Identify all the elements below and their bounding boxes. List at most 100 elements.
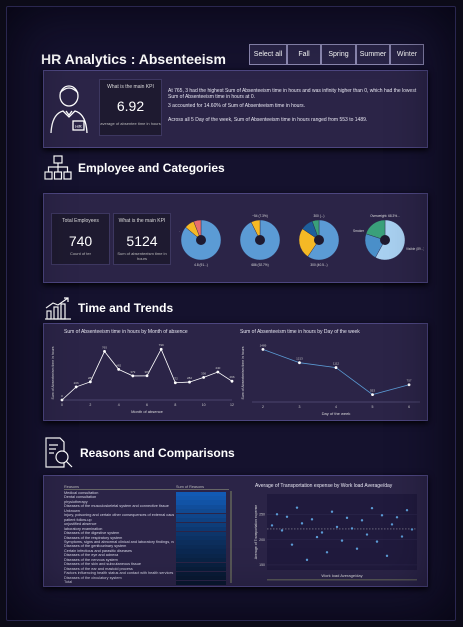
reason-value-bar xyxy=(176,513,226,518)
reason-label: Medical consultation xyxy=(64,491,99,495)
table-row: Total xyxy=(64,580,226,585)
slicer-winter[interactable]: Winter xyxy=(390,44,424,65)
data-point xyxy=(74,385,78,389)
reason-label: Diseases of the digestive system xyxy=(64,531,120,536)
data-label: 0 xyxy=(61,394,63,398)
scatter-point xyxy=(330,510,334,513)
reason-value-bar xyxy=(176,527,226,532)
pie-label: 300 (...) xyxy=(314,214,325,218)
growth-chart-icon xyxy=(45,297,71,320)
slicer-select-all[interactable]: Select all xyxy=(249,44,287,65)
reason-value-bar xyxy=(176,544,226,550)
pie-label: 4.8 (91...) xyxy=(194,263,208,267)
sum-column-header: Sum of Reasons xyxy=(176,485,205,489)
data-point xyxy=(230,379,234,383)
scatter-point xyxy=(340,539,344,542)
data-label: 440 xyxy=(215,366,220,370)
reason-value-bar xyxy=(176,509,226,514)
main-kpi-card: What is the main KPI 6.92 average of abs… xyxy=(99,79,162,136)
employee-panel: Total Employees 740 Count of ter What is… xyxy=(43,193,428,283)
month-line-chart: 0 2 4 6 8 10 12 Month of absence Sum of Absentee… xyxy=(51,343,235,414)
table-row: Certain infectious and parasitic disease… xyxy=(64,549,226,554)
absenteeism-kpi-card: What is the main KPI 5124 Sum of absente… xyxy=(113,213,171,265)
reason-value-bar xyxy=(176,518,226,523)
table-row: Diseases of the respiratory system xyxy=(64,536,226,541)
scatter-point xyxy=(380,514,384,517)
trends-panel: Sum of Absenteeism time in hours by Mont… xyxy=(43,323,428,421)
data-point xyxy=(334,366,338,369)
x-axis-title: Day of the week xyxy=(322,411,351,416)
data-label: 799 xyxy=(159,343,164,347)
data-point xyxy=(117,367,121,371)
reason-value-bar xyxy=(176,567,226,572)
reason-label: Diseases of the skin and subcutaneous ti… xyxy=(64,562,142,567)
data-label: 286 xyxy=(88,376,93,380)
slicer-summer[interactable]: Summer xyxy=(356,44,390,65)
data-label: 272 xyxy=(173,377,178,381)
data-label: 282 xyxy=(187,376,192,380)
svg-text:HR: HR xyxy=(75,124,82,129)
absenteeism-kpi-value: 5124 xyxy=(126,233,158,249)
table-row: Injury, poisoning and certain other cons… xyxy=(64,513,226,518)
scatter-point xyxy=(280,529,284,532)
table-row: laboratory examination xyxy=(64,527,226,532)
scatter-point xyxy=(350,527,354,530)
pie-hole xyxy=(314,235,324,245)
weekday-line-chart: 2 3 4 5 6 Day of the week Sum of Absenteeism t… xyxy=(241,343,420,416)
reason-label: Factors influencing health status and co… xyxy=(64,571,174,576)
reason-label: Diseases of the nervous system xyxy=(64,557,118,562)
pie-label: Overweight: 68.3%... xyxy=(370,214,400,218)
reason-label: Diseases of the circulatory system xyxy=(64,575,122,580)
data-point xyxy=(202,375,206,379)
data-point xyxy=(261,347,265,351)
pie-label: 55 (4... xyxy=(179,229,180,233)
scatter-point xyxy=(370,506,374,510)
scatter-point xyxy=(335,525,339,529)
x-tick-label: 3 xyxy=(299,405,301,409)
table-row: Diseases of the eye and adnexa xyxy=(64,553,226,558)
reasons-column-header: Reasons xyxy=(64,485,79,489)
reason-label: physiotherapy xyxy=(64,499,88,504)
table-row: Diseases of the skin and subcutaneous ti… xyxy=(64,562,226,567)
scatter-point xyxy=(310,518,314,521)
scatter-point xyxy=(355,547,359,550)
data-label: 765 xyxy=(102,345,107,349)
x-tick-label: 2 xyxy=(262,405,264,409)
x-tick-label: 4 xyxy=(335,405,337,409)
x-tick-label: 6 xyxy=(146,403,148,407)
data-point xyxy=(60,398,64,402)
x-axis-title: Work load Average/day xyxy=(321,573,362,578)
reason-value-bar xyxy=(176,580,226,585)
reason-value-bar xyxy=(176,491,226,496)
y-axis-title: Average of Transportation expense xyxy=(254,505,258,559)
reason-label: laboratory examination xyxy=(64,526,103,531)
dashboard-page: HR Analytics : Absenteeism Select all Fa… xyxy=(6,6,456,621)
reason-label: Unknown xyxy=(64,508,80,513)
scatter-point xyxy=(275,513,279,516)
data-point xyxy=(173,381,177,385)
reason-value-bar xyxy=(176,504,226,510)
pie-label: 686 (92.7%) xyxy=(251,263,268,267)
data-point xyxy=(131,374,135,378)
slicer-spring[interactable]: Spring xyxy=(321,44,356,65)
slicer-fall[interactable]: Fall xyxy=(287,44,321,65)
scatter-point xyxy=(285,515,289,518)
data-point xyxy=(371,393,374,397)
x-tick-label: 12 xyxy=(230,403,234,407)
total-employees-label: Total Employees xyxy=(62,218,99,224)
pie-label: Visible (89...) xyxy=(406,247,424,251)
reason-value-bar xyxy=(176,553,226,558)
table-row: Diseases of the ear and mastoid process xyxy=(64,567,226,572)
scatter-point xyxy=(320,531,324,534)
table-scrollbar[interactable] xyxy=(230,491,232,583)
x-tick-label: 8 xyxy=(174,403,176,407)
data-label: 379 xyxy=(130,370,135,374)
scatter-point xyxy=(315,535,319,539)
total-employees-value: 740 xyxy=(68,233,93,249)
table-row: Diseases of the circulatory system xyxy=(64,576,226,581)
table-row: patient follow-up xyxy=(64,518,226,523)
reason-label: Diseases of the musculoskeletal system a… xyxy=(64,504,169,509)
reason-label: Diseases of the respiratory system xyxy=(64,535,123,540)
data-point xyxy=(298,361,301,365)
data-label: 356 xyxy=(201,371,206,375)
